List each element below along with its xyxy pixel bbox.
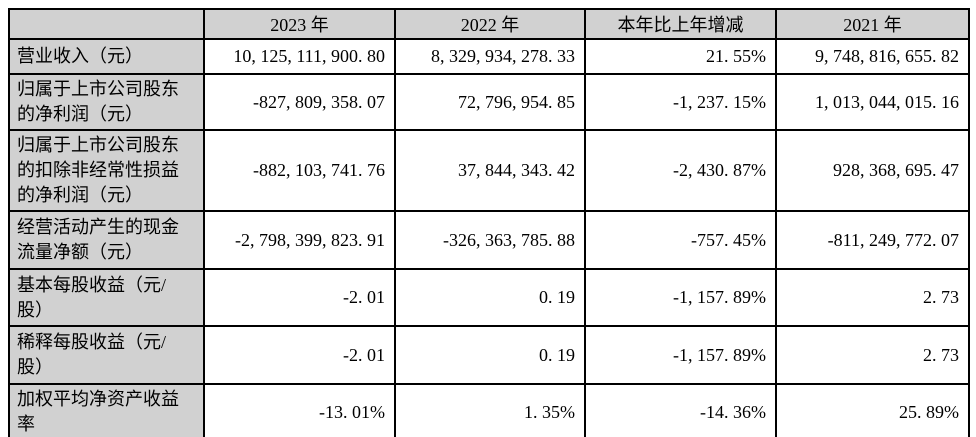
value-cell: 8, 329, 934, 278. 33 xyxy=(394,38,586,75)
key-financials-table: 2023 年 2022 年 本年比上年增减 2021 年 营业收入（元） 10,… xyxy=(8,8,970,437)
value-cell: 21. 55% xyxy=(584,38,777,75)
row-label: 归属于上市公司股东 的扣除非经常性损益 的净利润（元） xyxy=(8,129,205,212)
row-label: 基本每股收益（元/ 股） xyxy=(8,268,205,327)
value-cell: 0. 19 xyxy=(394,325,586,385)
row-label: 经营活动产生的现金 流量净额（元） xyxy=(8,210,205,270)
value-cell: -827, 809, 358. 07 xyxy=(203,73,396,131)
value-cell: 72, 796, 954. 85 xyxy=(394,73,586,131)
value-cell: -1, 237. 15% xyxy=(584,73,777,131)
value-cell: 2. 73 xyxy=(775,268,970,327)
value-cell: -326, 363, 785. 88 xyxy=(394,210,586,270)
column-header-yoy-change: 本年比上年增减 xyxy=(584,8,777,40)
value-cell: -1, 157. 89% xyxy=(584,325,777,385)
value-cell: -2. 01 xyxy=(203,325,396,385)
value-cell: -2. 01 xyxy=(203,268,396,327)
value-cell: 2. 73 xyxy=(775,325,970,385)
value-cell: 0. 19 xyxy=(394,268,586,327)
value-cell: 9, 748, 816, 655. 82 xyxy=(775,38,970,75)
table-row-revenue: 营业收入（元） 10, 125, 111, 900. 80 8, 329, 93… xyxy=(8,38,970,75)
corner-header-cell xyxy=(8,8,205,40)
column-header-2022: 2022 年 xyxy=(394,8,586,40)
value-cell: -811, 249, 772. 07 xyxy=(775,210,970,270)
value-cell: -14. 36% xyxy=(584,383,777,437)
row-label: 加权平均净资产收益 率 xyxy=(8,383,205,437)
row-label: 稀释每股收益（元/ 股） xyxy=(8,325,205,385)
value-cell: -2, 430. 87% xyxy=(584,129,777,212)
value-cell: 1, 013, 044, 015. 16 xyxy=(775,73,970,131)
value-cell: 10, 125, 111, 900. 80 xyxy=(203,38,396,75)
value-cell: -13. 01% xyxy=(203,383,396,437)
value-cell: 25. 89% xyxy=(775,383,970,437)
value-cell: 1. 35% xyxy=(394,383,586,437)
value-cell: 928, 368, 695. 47 xyxy=(775,129,970,212)
column-header-2021: 2021 年 xyxy=(775,8,970,40)
row-label: 归属于上市公司股东 的净利润（元） xyxy=(8,73,205,131)
value-cell: -757. 45% xyxy=(584,210,777,270)
table-row-weighted-avg-roe: 加权平均净资产收益 率 -13. 01% 1. 35% -14. 36% 25.… xyxy=(8,383,970,437)
table-row-diluted-eps: 稀释每股收益（元/ 股） -2. 01 0. 19 -1, 157. 89% 2… xyxy=(8,325,970,385)
table-row-net-profit-excl-nonrecurring: 归属于上市公司股东 的扣除非经常性损益 的净利润（元） -882, 103, 7… xyxy=(8,129,970,212)
value-cell: -1, 157. 89% xyxy=(584,268,777,327)
table-row-basic-eps: 基本每股收益（元/ 股） -2. 01 0. 19 -1, 157. 89% 2… xyxy=(8,268,970,327)
column-header-2023: 2023 年 xyxy=(203,8,396,40)
table-row-net-profit: 归属于上市公司股东 的净利润（元） -827, 809, 358. 07 72,… xyxy=(8,73,970,131)
row-label: 营业收入（元） xyxy=(8,38,205,75)
value-cell: -882, 103, 741. 76 xyxy=(203,129,396,212)
header-row: 2023 年 2022 年 本年比上年增减 2021 年 xyxy=(8,8,970,40)
value-cell: 37, 844, 343. 42 xyxy=(394,129,586,212)
value-cell: -2, 798, 399, 823. 91 xyxy=(203,210,396,270)
table-row-operating-cash-flow: 经营活动产生的现金 流量净额（元） -2, 798, 399, 823. 91 … xyxy=(8,210,970,270)
